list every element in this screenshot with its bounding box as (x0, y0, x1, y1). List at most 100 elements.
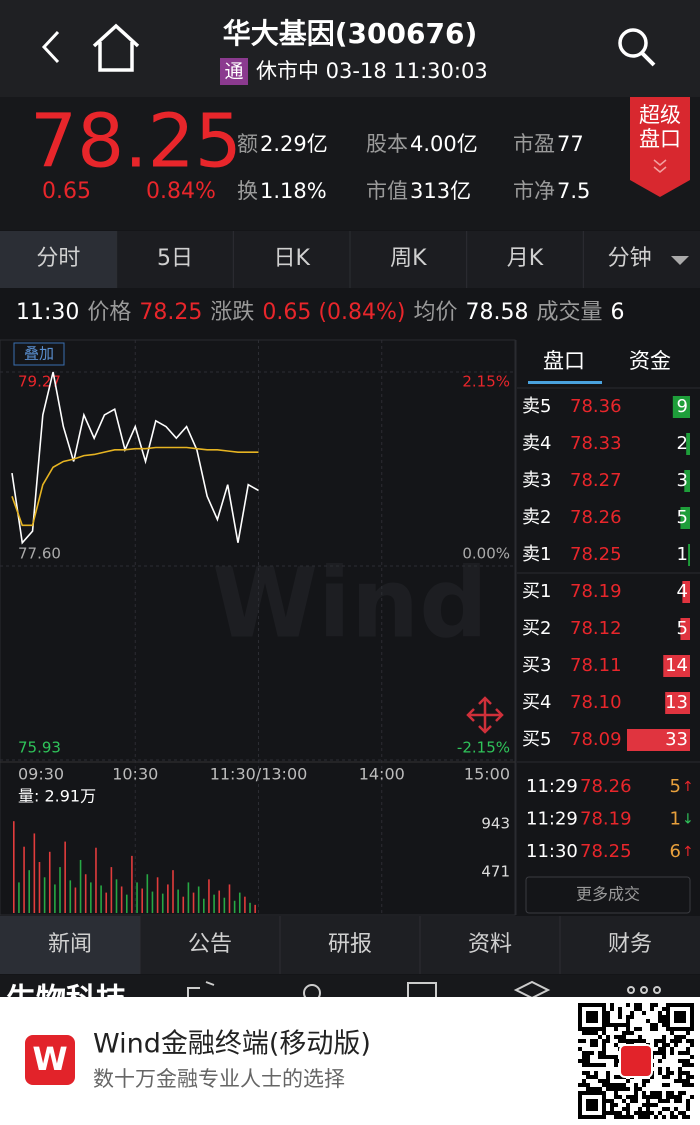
qr-cell (622, 1023, 626, 1027)
qr-cell (578, 1007, 582, 1011)
qr-cell (622, 1031, 626, 1035)
qr-cell (654, 1051, 658, 1055)
book-volume: 4 (677, 581, 688, 602)
field-value: 1.18% (260, 179, 327, 203)
more-trades-button[interactable] (525, 876, 691, 914)
trade-price: 78.26 (580, 776, 632, 797)
qr-cell (614, 1043, 618, 1047)
move-icon[interactable] (466, 696, 504, 734)
qr-cell (606, 1011, 610, 1015)
qr-cell (666, 1075, 670, 1079)
dropdown-arrow (671, 256, 689, 265)
qr-cell (626, 1039, 630, 1043)
qr-cell (578, 1059, 582, 1063)
qr-cell (638, 1035, 642, 1039)
qr-cell (674, 1099, 678, 1103)
tab[interactable]: 日K (273, 246, 310, 271)
bottom-tab[interactable]: 财务 (608, 932, 652, 957)
qr-cell (614, 1103, 618, 1107)
tab[interactable]: 周K (390, 246, 427, 271)
volume-bar (663, 655, 690, 677)
qr-cell (626, 1027, 630, 1031)
status: 休市中 03-18 11:30:03 (256, 59, 488, 83)
book-price: 78.26 (570, 507, 622, 528)
qr-cell (658, 1051, 662, 1055)
qr-cell (618, 1083, 622, 1087)
home-button[interactable] (92, 23, 140, 72)
bottom-tab[interactable]: 公告 (188, 932, 232, 957)
tab[interactable]: 分钟 (608, 246, 652, 271)
book-volume: 2 (677, 433, 688, 454)
qr-cell (666, 1015, 670, 1019)
qr-cell (634, 1003, 638, 1007)
qr-cell (586, 1027, 590, 1031)
book-price: 78.25 (570, 544, 622, 565)
qr-cell (622, 1107, 626, 1111)
volume-bar (110, 867, 113, 913)
qr-cell (622, 1083, 626, 1087)
volume-bar (125, 894, 128, 913)
tab[interactable]: 分时 (36, 246, 80, 271)
qr-cell (590, 1003, 594, 1007)
qr-cell (678, 1019, 682, 1023)
bottom-tab[interactable]: 新闻 (48, 932, 92, 957)
qr-cell (650, 1095, 654, 1099)
volume-bar (182, 896, 185, 913)
qr-cell (582, 1079, 586, 1083)
overlay-button[interactable] (13, 342, 65, 366)
qr-cell (654, 1091, 658, 1095)
qr-cell (622, 1087, 626, 1091)
qr-cell (654, 1027, 658, 1031)
trade-volume: 1 (670, 809, 681, 830)
qr-cell (634, 1087, 638, 1091)
change-pct: 0.84% (146, 179, 216, 204)
qr-cell (578, 1095, 582, 1099)
field-value: 2.29亿 (260, 132, 328, 156)
trade-dir: ↓ (682, 812, 694, 828)
back-button[interactable] (41, 30, 60, 64)
qr-cell (662, 1051, 666, 1055)
book-label: 卖3 (522, 470, 551, 491)
search-button[interactable] (618, 28, 656, 67)
super-panel-button[interactable] (630, 97, 690, 197)
qr-cell (614, 1115, 618, 1119)
bottom-tab[interactable]: 资料 (468, 932, 512, 957)
volume-bar (203, 898, 205, 913)
qr-cell (598, 1091, 602, 1095)
qr-cell (586, 1019, 590, 1023)
qr-cell (578, 1099, 582, 1103)
book-volume: 3 (677, 470, 688, 491)
qr-cell (682, 1115, 686, 1119)
qr-cell (682, 1035, 686, 1039)
qr-cell (594, 1043, 598, 1047)
book-price: 78.11 (570, 655, 622, 676)
qr-cell (638, 1087, 642, 1091)
qr-cell (642, 1091, 646, 1095)
qr-cell (594, 1107, 598, 1111)
bottom-tab[interactable]: 研报 (328, 932, 372, 957)
tab[interactable]: 5日 (157, 246, 193, 271)
tab-underline (528, 381, 602, 384)
info-time: 11:30 (16, 300, 79, 325)
qr-cell (666, 1083, 670, 1087)
qr-cell (678, 1091, 682, 1095)
qr-cell (646, 1019, 650, 1023)
qr-cell (686, 1071, 690, 1075)
qr-cell (626, 1079, 630, 1083)
qr-cell (590, 1039, 594, 1043)
volume-bar (54, 884, 56, 913)
field-value: 77 (557, 132, 584, 156)
qr-cell (686, 1107, 690, 1111)
qr-cell (666, 1095, 670, 1099)
tab[interactable]: 月K (507, 246, 544, 271)
qr-cell (682, 1003, 686, 1007)
qr-cell (674, 1015, 678, 1019)
watermark: Wind (212, 547, 488, 659)
industry-row (0, 975, 700, 1000)
qr-cell (590, 1103, 594, 1107)
qr-cell (646, 1079, 650, 1083)
book-tab: 盘口 (543, 349, 585, 373)
qr-cell (594, 1003, 598, 1007)
qr-cell (590, 1019, 594, 1023)
qr-cell (626, 1015, 630, 1019)
